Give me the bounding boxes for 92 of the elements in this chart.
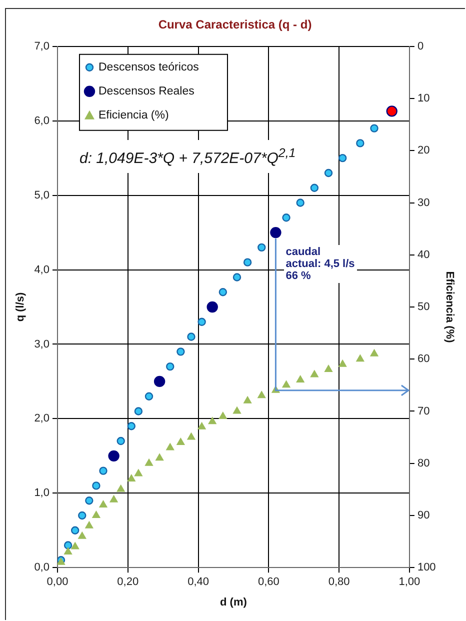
point	[176, 348, 185, 356]
legend-label: Descensos Reales	[98, 86, 195, 98]
point	[243, 396, 252, 404]
y2-tick-label: 30	[417, 196, 430, 209]
x-tick-label: 0,80	[328, 576, 350, 588]
point	[338, 359, 347, 367]
point	[186, 432, 196, 440]
legend-label: Eficiencia (%)	[98, 110, 169, 122]
point	[282, 214, 290, 222]
point	[310, 184, 319, 192]
point	[296, 374, 305, 382]
y-tick-label: 3,0	[34, 338, 50, 350]
point	[324, 168, 333, 178]
point	[127, 474, 136, 482]
point	[356, 139, 364, 148]
point	[218, 288, 228, 296]
point	[282, 380, 291, 388]
point	[198, 318, 206, 326]
point	[370, 348, 379, 356]
point	[116, 436, 125, 446]
point	[356, 354, 365, 362]
point	[78, 511, 86, 520]
point	[85, 496, 94, 505]
point	[176, 438, 186, 446]
point	[70, 526, 80, 534]
point	[166, 442, 174, 450]
point	[134, 407, 143, 416]
point	[166, 362, 174, 371]
y2-tick-label: 40	[417, 248, 430, 261]
legend-label: Descensos teóricos	[98, 62, 200, 74]
point	[243, 258, 252, 266]
point	[144, 458, 154, 466]
y2-tick-label: 10	[417, 92, 430, 105]
annotation: d: 1,049E-3*Q + 7,572E-07*Q$^{2,1}$	[69, 140, 306, 174]
y2-tick-label: 60	[417, 353, 430, 366]
point	[84, 520, 94, 528]
y-tick-label: 5,0	[34, 189, 50, 202]
point	[206, 301, 218, 313]
x-tick-label: 0,00	[46, 576, 68, 588]
y-tick-label: 2,0	[34, 412, 50, 425]
point	[232, 273, 242, 282]
y2-tick-label: 50	[417, 301, 430, 314]
point	[109, 494, 118, 502]
y2-tick-label: 20	[417, 144, 430, 157]
point	[64, 541, 72, 550]
x-tick-label: 1,00	[398, 576, 420, 588]
point	[338, 154, 347, 162]
point	[134, 468, 143, 476]
y-tick-label: 4,0	[34, 264, 50, 276]
point	[70, 542, 80, 550]
point	[208, 416, 217, 424]
point	[197, 422, 206, 430]
point	[386, 106, 398, 117]
point	[92, 482, 100, 490]
point	[232, 406, 242, 414]
y2-tick-label: 80	[417, 457, 430, 470]
point	[155, 453, 164, 461]
point	[270, 226, 282, 238]
point	[92, 510, 101, 518]
point	[108, 450, 120, 462]
chart-title: Curva Caracteristica (q - d)	[158, 18, 312, 32]
y2-tick-label: 90	[417, 510, 430, 522]
point	[218, 411, 228, 419]
point	[370, 124, 378, 132]
point	[257, 390, 266, 398]
point	[127, 422, 136, 430]
point	[64, 546, 72, 554]
annotation: caudal actual: 4,5 l/s 66 %	[284, 244, 357, 283]
y2-tick-label: 0	[417, 40, 424, 52]
y-axis-title: q (l/s)	[14, 292, 27, 322]
x-axis-title: d (m)	[220, 596, 248, 608]
point	[187, 332, 196, 341]
point	[324, 364, 333, 372]
y-tick-label: 0,0	[34, 562, 50, 574]
point	[98, 500, 108, 508]
point	[144, 392, 154, 400]
y2-tick-label: 100	[417, 562, 436, 574]
point	[116, 484, 126, 492]
x-tick-label: 0,40	[188, 576, 209, 588]
y2-tick-label: 70	[417, 405, 430, 418]
point	[258, 243, 266, 252]
point	[296, 198, 304, 207]
y-tick-label: 1,0	[34, 487, 50, 500]
point	[99, 466, 108, 475]
y-tick-label: 6,0	[34, 114, 50, 127]
point	[78, 531, 86, 539]
point	[310, 370, 319, 378]
x-tick-label: 0,60	[258, 576, 280, 588]
y-tick-label: 7,0	[34, 40, 50, 52]
x-tick-label: 0,20	[117, 576, 139, 588]
y2-axis-title: Eficiencia (%)	[443, 271, 456, 344]
point	[154, 376, 166, 388]
